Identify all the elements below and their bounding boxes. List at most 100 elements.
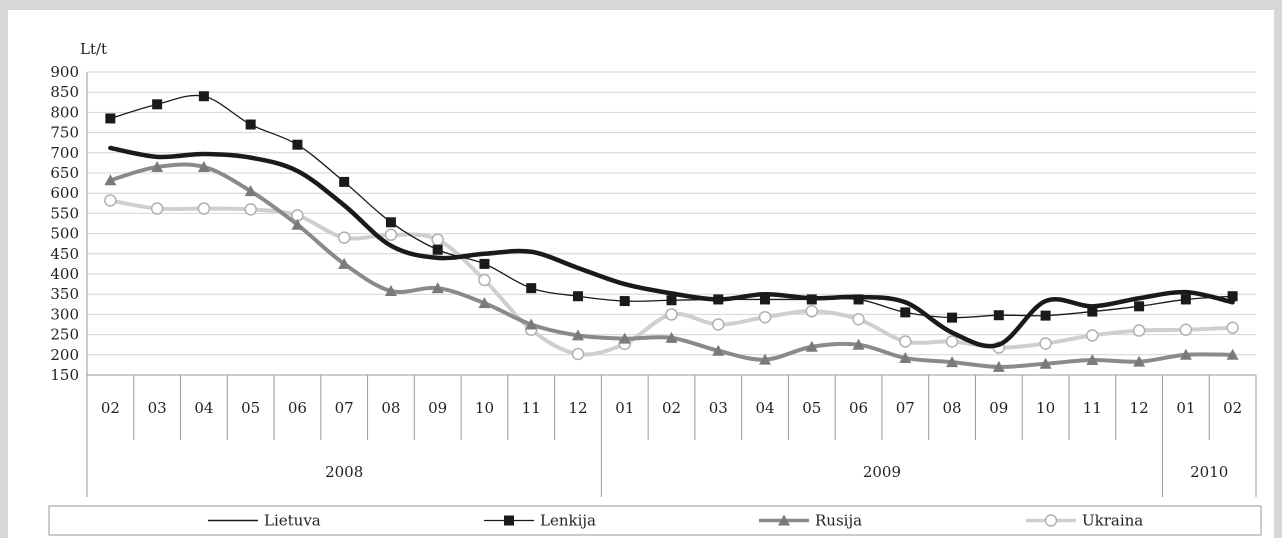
x-tick-label: 12: [568, 399, 587, 417]
data-point-lenkija: [947, 312, 958, 323]
data-point-rusija: [899, 352, 912, 364]
y-tick-label: 650: [50, 164, 79, 182]
y-tick-label: 300: [50, 305, 79, 323]
data-point-lenkija: [245, 119, 256, 130]
data-point-rusija: [1179, 348, 1192, 360]
x-tick-label: 02: [101, 399, 120, 417]
data-point-rusija: [104, 174, 117, 186]
data-point-lenkija: [385, 217, 396, 228]
data-point-ukraina: [805, 304, 819, 318]
x-tick-label: 02: [1223, 399, 1242, 417]
x-tick-label: 12: [1130, 399, 1149, 417]
data-point-lenkija: [526, 283, 537, 294]
data-point-rusija: [291, 218, 304, 230]
data-point-ukraina: [104, 194, 117, 207]
data-point-lenkija: [1134, 301, 1145, 312]
data-point-rusija: [805, 340, 818, 352]
data-point-ukraina: [852, 312, 865, 326]
series-line-lietuva: [108, 145, 1235, 349]
data-point-rusija: [1086, 354, 1099, 366]
y-tick-label: 250: [50, 326, 79, 344]
x-tick-label: 04: [194, 399, 213, 417]
data-point-rusija: [712, 344, 725, 356]
data-point-lenkija: [666, 295, 677, 306]
data-point-rusija: [1133, 355, 1146, 367]
year-label: 2009: [863, 463, 901, 481]
data-point-ukraina: [478, 273, 491, 287]
series-ukraina: [104, 194, 1239, 361]
data-point-ukraina: [244, 203, 257, 216]
x-tick-label: 04: [755, 399, 774, 417]
data-point-lenkija: [1180, 294, 1191, 305]
x-tick-label: 02: [662, 399, 681, 417]
y-tick-label: 500: [50, 225, 79, 243]
x-tick-label: 01: [615, 399, 634, 417]
data-point-lenkija: [993, 310, 1004, 321]
data-point-rusija: [244, 185, 257, 197]
data-point-ukraina: [899, 335, 912, 348]
series-line-ukraina: [108, 198, 1235, 357]
x-tick-label: 09: [428, 399, 447, 417]
x-tick-label: 11: [1083, 399, 1102, 417]
data-point-rusija: [338, 257, 351, 269]
x-tick-label: 05: [241, 399, 260, 417]
data-point-ukraina: [665, 308, 678, 321]
data-point-lenkija: [713, 294, 724, 305]
y-tick-label: 700: [50, 144, 79, 162]
data-point-lenkija: [1040, 310, 1051, 321]
x-tick-label: 03: [709, 399, 728, 417]
legend-marker-ukraina: [1044, 514, 1058, 527]
legend: Lietuva Lenkija Rusija Ukraina: [48, 505, 1262, 536]
data-point-ukraina: [712, 318, 725, 331]
y-tick-label: 900: [50, 63, 79, 81]
data-point-lenkija: [806, 294, 817, 305]
x-tick-label: 10: [475, 399, 494, 417]
x-tick-label: 10: [1036, 399, 1055, 417]
data-point-ukraina: [1132, 324, 1146, 337]
x-tick-label: 07: [896, 399, 915, 417]
data-point-lenkija: [1227, 291, 1238, 302]
data-point-ukraina: [384, 228, 398, 242]
legend-label-lietuva: Lietuva: [264, 512, 321, 530]
x-tick-label: 11: [522, 399, 541, 417]
series-lenkija: [105, 91, 1238, 323]
y-tick-label: 200: [50, 346, 79, 364]
x-tick-label: 03: [148, 399, 167, 417]
y-axis-label: Lt/t: [80, 40, 107, 58]
data-point-ukraina: [1179, 323, 1193, 337]
y-tick-label: 350: [50, 285, 79, 303]
x-tick-label: 06: [288, 399, 307, 417]
x-tick-label: 01: [1176, 399, 1195, 417]
data-point-rusija: [384, 284, 397, 296]
x-tick-label: 06: [849, 399, 868, 417]
data-point-lenkija: [900, 307, 911, 318]
y-tick-label: 750: [50, 124, 79, 142]
data-point-rusija: [665, 331, 678, 343]
data-point-rusija: [197, 160, 210, 172]
data-point-lenkija: [152, 99, 163, 110]
series-line-lenkija: [109, 94, 1234, 319]
data-point-ukraina: [945, 335, 959, 348]
x-tick-label: 09: [989, 399, 1008, 417]
data-point-ukraina: [571, 347, 585, 361]
series-lietuva: [108, 145, 1235, 349]
data-point-ukraina: [1226, 321, 1239, 334]
data-point-ukraina: [758, 310, 772, 324]
x-tick-label: 08: [943, 399, 962, 417]
y-tick-label: 800: [50, 103, 79, 121]
legend-label-ukraina: Ukraina: [1082, 512, 1143, 530]
x-tick-label: 07: [335, 399, 354, 417]
data-point-rusija: [992, 360, 1005, 372]
y-tick-label: 400: [50, 265, 79, 283]
data-point-ukraina: [1086, 329, 1099, 342]
data-point-lenkija: [572, 291, 583, 302]
data-point-rusija: [852, 338, 865, 350]
legend-marker-rusija: [778, 514, 790, 526]
data-point-rusija: [151, 160, 164, 172]
data-point-rusija: [478, 297, 491, 309]
data-point-ukraina: [1039, 337, 1052, 350]
y-tick-label: 550: [50, 204, 79, 222]
data-point-lenkija: [292, 139, 303, 150]
data-point-rusija: [946, 356, 959, 368]
